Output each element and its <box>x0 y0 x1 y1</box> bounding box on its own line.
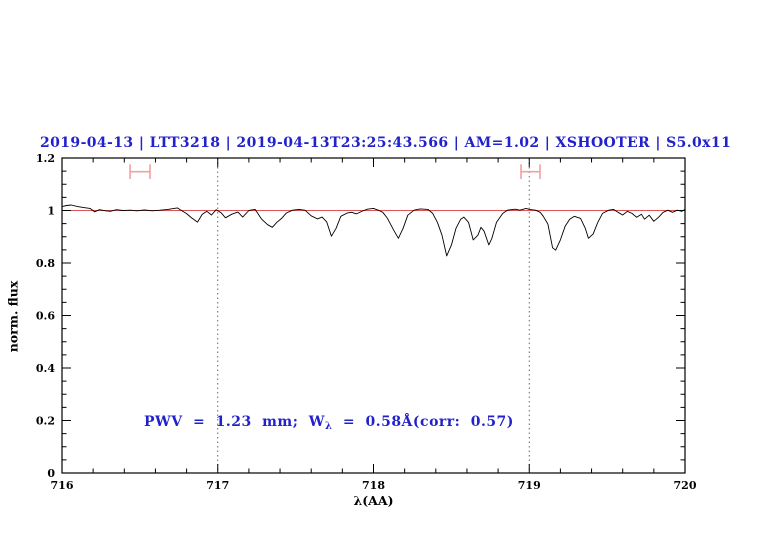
spectrum-line <box>61 204 686 257</box>
plot-title: 2019-04-13 | LTT3218 | 2019-04-13T23:25:… <box>40 135 732 151</box>
x-tick-label: 717 <box>206 479 229 492</box>
x-axis-title: λ(AA) <box>353 493 394 508</box>
pwv-annotation-text: PWV = 1.23 mm; W <box>144 414 325 430</box>
x-tick-label: 718 <box>362 479 385 492</box>
x-tick-label: 716 <box>51 479 74 492</box>
y-tick-label: 0.4 <box>36 362 55 375</box>
y-tick-label: 1.2 <box>36 152 55 165</box>
x-tick-label: 719 <box>518 479 541 492</box>
y-tick-label: 0 <box>47 467 55 480</box>
pwv-annotation-value: = 0.58Å(corr: 0.57) <box>332 414 514 430</box>
y-tick-label: 1 <box>47 205 55 218</box>
y-tick-label: 0.2 <box>36 415 55 428</box>
y-tick-label: 0.8 <box>36 257 55 270</box>
pwv-annotation: PWV = 1.23 mm; Wλ = 0.58Å(corr: 0.57) <box>144 414 514 432</box>
y-axis-title: norm. flux <box>5 280 21 353</box>
lambda-subscript: λ <box>324 421 333 432</box>
y-tick-label: 0.6 <box>36 310 55 323</box>
x-tick-label: 720 <box>674 479 697 492</box>
